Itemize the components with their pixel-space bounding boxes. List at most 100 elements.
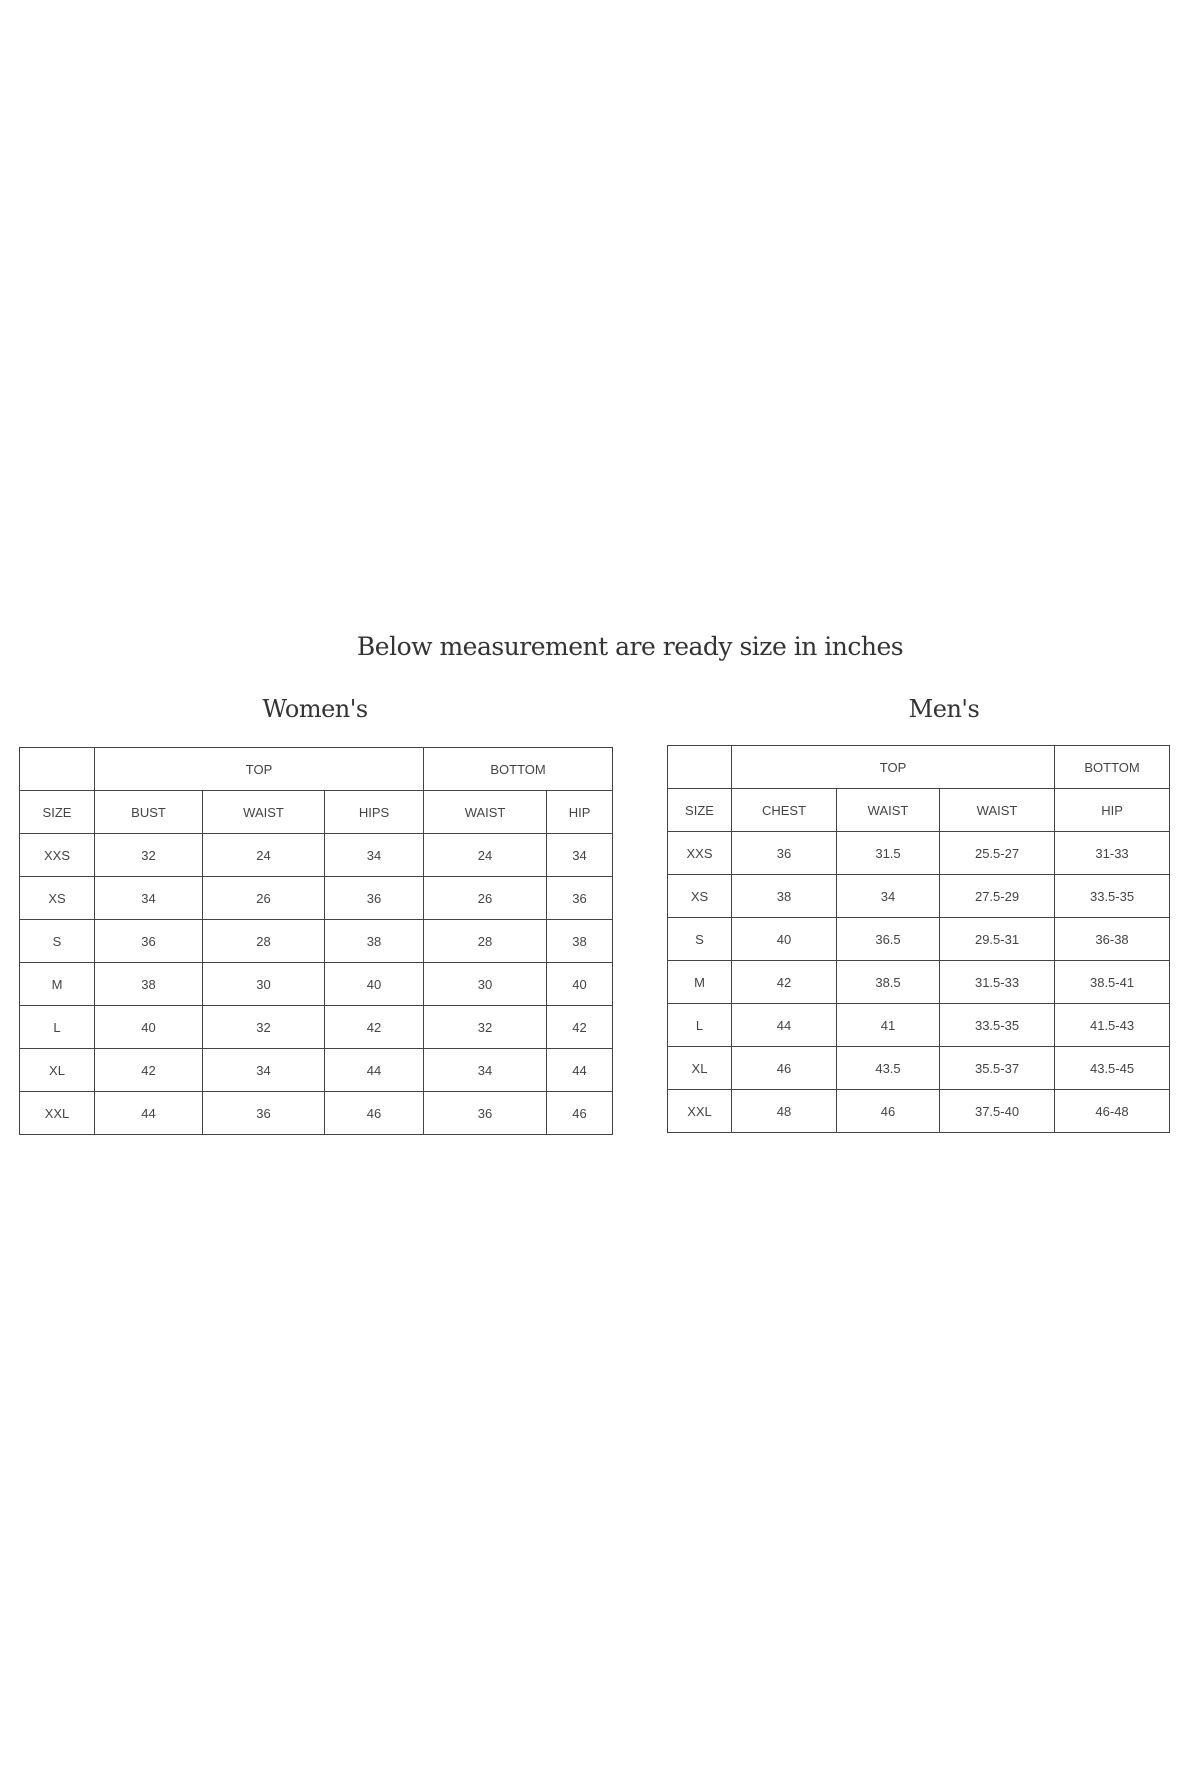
measurement-cell: 46 — [731, 1046, 837, 1090]
measurement-cell: 42 — [323, 1005, 425, 1049]
size-cell: L — [667, 1003, 732, 1047]
measurement-cell: 32 — [202, 1005, 325, 1049]
size-cell: XXL — [667, 1089, 732, 1133]
measurement-cell: 27.5-29 — [938, 874, 1056, 918]
measurement-cell: 44 — [731, 1003, 837, 1047]
size-cell: M — [19, 962, 95, 1006]
measurement-cell: 31-33 — [1054, 831, 1171, 875]
table-row: XS 34 26 36 26 36 — [19, 876, 614, 920]
measurement-cell: 24 — [202, 833, 325, 877]
table-row: XXL 48 46 37.5-40 46-48 — [667, 1089, 1171, 1133]
column-header: SIZE — [19, 790, 95, 834]
size-cell: S — [19, 919, 95, 963]
size-cell: XL — [19, 1048, 95, 1092]
blank-cell — [667, 745, 732, 789]
measurement-cell: 40 — [546, 962, 614, 1006]
blank-cell — [19, 747, 95, 791]
measurement-cell: 26 — [423, 876, 548, 920]
measurement-cell: 31.5-33 — [938, 960, 1056, 1004]
measurement-cell: 29.5-31 — [938, 917, 1056, 961]
size-cell: S — [667, 917, 732, 961]
column-header: HIP — [1054, 788, 1171, 832]
group-header-row: TOP BOTTOM — [667, 745, 1171, 789]
measurement-cell: 42 — [731, 960, 837, 1004]
column-header: WAIST — [202, 790, 325, 834]
column-header-row: SIZE CHEST WAIST WAIST HIP — [667, 788, 1171, 832]
measurement-cell: 34 — [546, 833, 614, 877]
column-header: WAIST — [423, 790, 548, 834]
measurement-cell: 46 — [836, 1089, 940, 1133]
table-row: M 38 30 40 30 40 — [19, 962, 614, 1006]
mens-size-table: TOP BOTTOM SIZE CHEST WAIST WAIST HIP XXS 36 31.5… — [667, 745, 1171, 1133]
group-header-row: TOP BOTTOM — [19, 747, 614, 791]
measurement-cell: 34 — [202, 1048, 325, 1092]
column-header: CHEST — [731, 788, 837, 832]
size-cell: XL — [667, 1046, 732, 1090]
measurement-cell: 46 — [546, 1091, 614, 1135]
measurement-cell: 36 — [202, 1091, 325, 1135]
page-title: Below measurement are ready size in inch… — [356, 632, 904, 661]
measurement-cell: 41.5-43 — [1054, 1003, 1171, 1047]
measurement-cell: 40 — [731, 917, 837, 961]
measurement-cell: 33.5-35 — [938, 1003, 1056, 1047]
table-row: M 42 38.5 31.5-33 38.5-41 — [667, 960, 1171, 1004]
table-row: S 36 28 38 28 38 — [19, 919, 614, 963]
measurement-cell: 36 — [323, 876, 425, 920]
measurement-cell: 34 — [836, 874, 940, 918]
measurement-cell: 30 — [202, 962, 325, 1006]
measurement-cell: 38 — [731, 874, 837, 918]
measurement-cell: 36 — [546, 876, 614, 920]
column-header: BUST — [94, 790, 203, 834]
measurement-cell: 38.5-41 — [1054, 960, 1171, 1004]
measurement-cell: 46 — [323, 1091, 425, 1135]
column-header: HIPS — [323, 790, 425, 834]
measurement-cell: 34 — [423, 1048, 548, 1092]
group-header-bottom: BOTTOM — [423, 747, 614, 791]
measurement-cell: 44 — [94, 1091, 203, 1135]
measurement-cell: 48 — [731, 1089, 837, 1133]
measurement-cell: 41 — [836, 1003, 940, 1047]
measurement-cell: 31.5 — [836, 831, 940, 875]
column-header: WAIST — [938, 788, 1056, 832]
table-row: XL 46 43.5 35.5-37 43.5-45 — [667, 1046, 1171, 1090]
womens-heading: Women's — [262, 695, 368, 723]
measurement-cell: 38 — [546, 919, 614, 963]
group-header-bottom: BOTTOM — [1054, 745, 1171, 789]
size-cell: L — [19, 1005, 95, 1049]
measurement-cell: 24 — [423, 833, 548, 877]
column-header: HIP — [546, 790, 614, 834]
size-cell: XXS — [19, 833, 95, 877]
measurement-cell: 34 — [323, 833, 425, 877]
measurement-cell: 25.5-27 — [938, 831, 1056, 875]
table-row: XXL 44 36 46 36 46 — [19, 1091, 614, 1135]
measurement-cell: 43.5-45 — [1054, 1046, 1171, 1090]
measurement-cell: 37.5-40 — [938, 1089, 1056, 1133]
measurement-cell: 28 — [202, 919, 325, 963]
measurement-cell: 42 — [546, 1005, 614, 1049]
womens-size-table: TOP BOTTOM SIZE BUST WAIST HIPS WAIST HIP XXS 32 2… — [19, 747, 614, 1135]
table-row: L 44 41 33.5-35 41.5-43 — [667, 1003, 1171, 1047]
table-row: XS 38 34 27.5-29 33.5-35 — [667, 874, 1171, 918]
measurement-cell: 28 — [423, 919, 548, 963]
measurement-cell: 30 — [423, 962, 548, 1006]
measurement-cell: 36 — [94, 919, 203, 963]
size-cell: XS — [19, 876, 95, 920]
mens-heading: Men's — [908, 695, 980, 723]
size-cell: M — [667, 960, 732, 1004]
measurement-cell: 32 — [94, 833, 203, 877]
measurement-cell: 43.5 — [836, 1046, 940, 1090]
group-header-top: TOP — [730, 745, 1056, 789]
measurement-cell: 36 — [731, 831, 837, 875]
column-header-row: SIZE BUST WAIST HIPS WAIST HIP — [19, 790, 614, 834]
column-header: SIZE — [667, 788, 732, 832]
table-row: L 40 32 42 32 42 — [19, 1005, 614, 1049]
size-cell: XXS — [667, 831, 732, 875]
measurement-cell: 38 — [323, 919, 425, 963]
measurement-cell: 32 — [423, 1005, 548, 1049]
size-cell: XS — [667, 874, 732, 918]
column-header: WAIST — [836, 788, 940, 832]
measurement-cell: 38.5 — [836, 960, 940, 1004]
measurement-cell: 38 — [94, 962, 203, 1006]
measurement-cell: 40 — [94, 1005, 203, 1049]
size-cell: XXL — [19, 1091, 95, 1135]
